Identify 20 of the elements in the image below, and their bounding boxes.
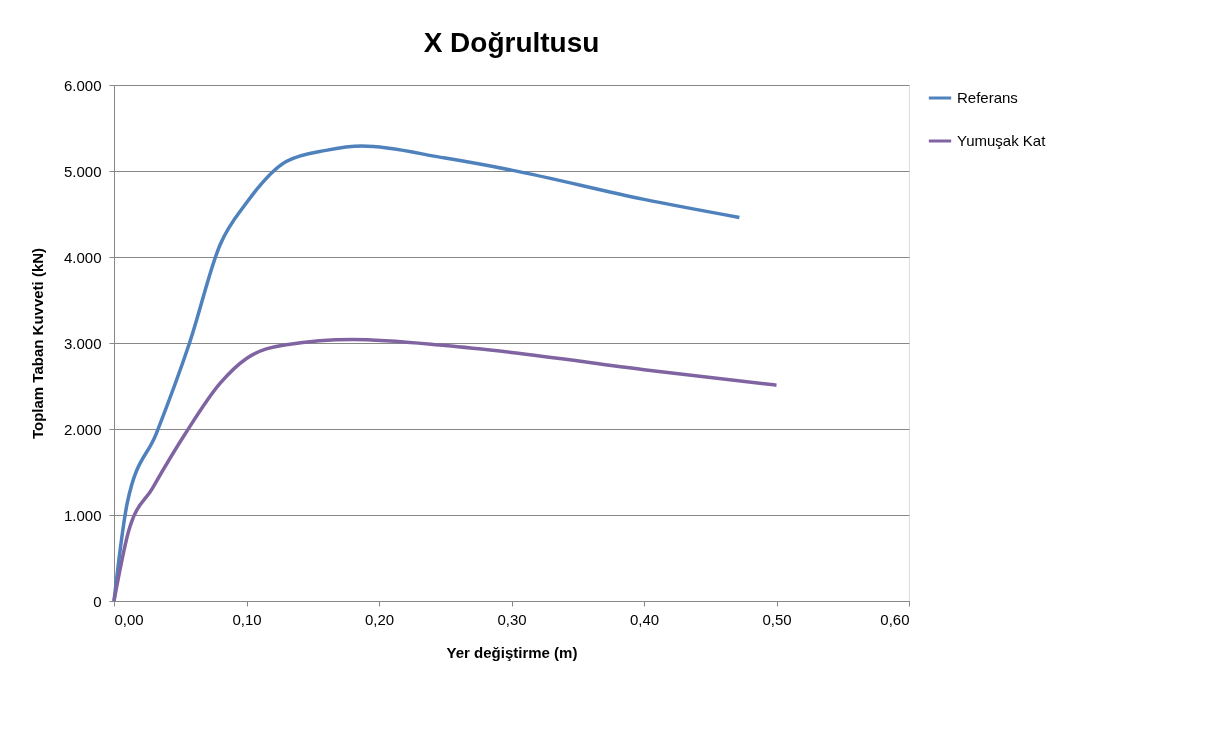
x-tick-label: 0,60 [880,610,910,628]
legend-label: Yumuşak Kat [957,132,1047,149]
legend-label: Referans [957,89,1018,106]
y-tick-label: 4.000 [63,248,102,266]
x-tick-label: 0,30 [497,610,527,628]
y-tick-label: 2.000 [63,420,102,438]
x-tick-label: 0,40 [629,610,660,628]
y-axis-title: Toplam Taban Kuvveti (kN) [28,247,46,440]
x-tick-label: 0,20 [364,610,395,628]
x-tick-label: 0,10 [232,610,262,628]
chart-title: X Doğrultusu [423,27,600,58]
y-tick-label: 0 [93,592,102,610]
x-tick-label: 0,00 [114,610,144,628]
y-tick-label: 3.000 [63,334,102,352]
y-tick-label: 5.000 [63,162,102,180]
line-series [112,337,779,603]
y-tick-label: 6.000 [63,76,102,94]
x-axis-title: Yer değiştirme (m) [446,643,578,661]
x-tick-label: 0,50 [762,610,792,628]
y-tick-label: 1.000 [63,506,102,524]
